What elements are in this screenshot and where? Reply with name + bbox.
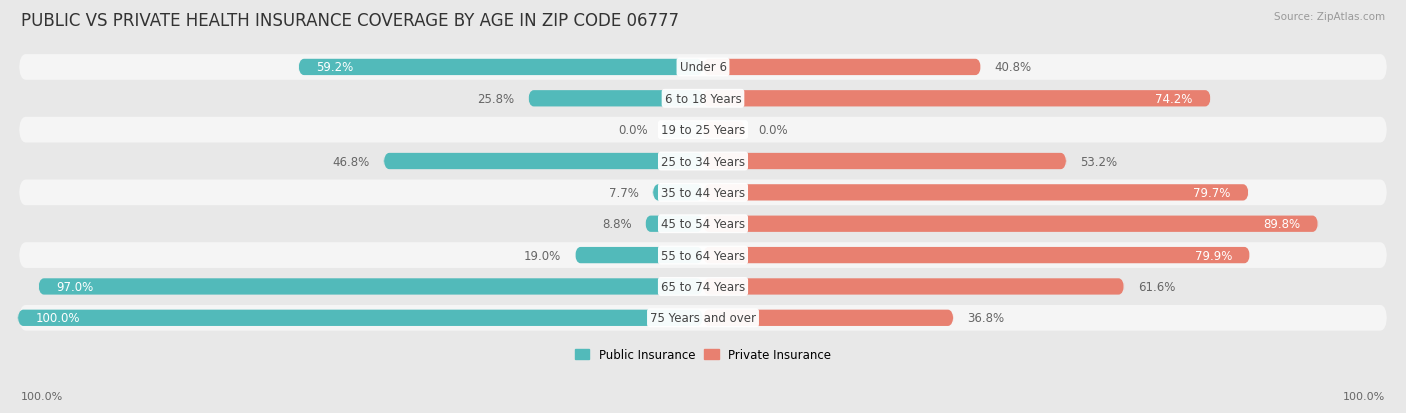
Text: 79.9%: 79.9% [1195, 249, 1232, 262]
FancyBboxPatch shape [20, 118, 1386, 143]
Text: 7.7%: 7.7% [609, 186, 638, 199]
FancyBboxPatch shape [662, 122, 703, 138]
FancyBboxPatch shape [20, 211, 1386, 237]
Text: 45 to 54 Years: 45 to 54 Years [661, 218, 745, 231]
Text: 36.8%: 36.8% [967, 311, 1004, 325]
Text: 74.2%: 74.2% [1156, 93, 1192, 106]
FancyBboxPatch shape [703, 185, 1249, 201]
Text: 55 to 64 Years: 55 to 64 Years [661, 249, 745, 262]
FancyBboxPatch shape [703, 91, 1211, 107]
Text: 53.2%: 53.2% [1080, 155, 1118, 168]
FancyBboxPatch shape [575, 247, 703, 263]
Text: 79.7%: 79.7% [1194, 186, 1230, 199]
Text: 97.0%: 97.0% [56, 280, 94, 293]
Text: 100.0%: 100.0% [35, 311, 80, 325]
FancyBboxPatch shape [18, 310, 703, 326]
FancyBboxPatch shape [20, 86, 1386, 112]
Text: 25 to 34 Years: 25 to 34 Years [661, 155, 745, 168]
Text: 19.0%: 19.0% [524, 249, 561, 262]
FancyBboxPatch shape [703, 154, 1066, 170]
FancyBboxPatch shape [703, 247, 1250, 263]
Text: 35 to 44 Years: 35 to 44 Years [661, 186, 745, 199]
Text: 75 Years and over: 75 Years and over [650, 311, 756, 325]
FancyBboxPatch shape [703, 216, 1317, 233]
Text: Source: ZipAtlas.com: Source: ZipAtlas.com [1274, 12, 1385, 22]
FancyBboxPatch shape [20, 274, 1386, 299]
Text: 6 to 18 Years: 6 to 18 Years [665, 93, 741, 106]
Legend: Public Insurance, Private Insurance: Public Insurance, Private Insurance [571, 344, 835, 364]
FancyBboxPatch shape [20, 305, 1386, 331]
FancyBboxPatch shape [703, 122, 744, 138]
FancyBboxPatch shape [20, 180, 1386, 206]
Text: 89.8%: 89.8% [1263, 218, 1301, 231]
Text: 100.0%: 100.0% [1343, 391, 1385, 401]
Text: 19 to 25 Years: 19 to 25 Years [661, 124, 745, 137]
Text: 25.8%: 25.8% [478, 93, 515, 106]
FancyBboxPatch shape [38, 279, 703, 295]
Text: 40.8%: 40.8% [994, 61, 1032, 74]
FancyBboxPatch shape [645, 216, 703, 233]
Text: 0.0%: 0.0% [758, 124, 787, 137]
Text: 100.0%: 100.0% [21, 391, 63, 401]
FancyBboxPatch shape [703, 279, 1123, 295]
Text: 61.6%: 61.6% [1137, 280, 1175, 293]
FancyBboxPatch shape [652, 185, 703, 201]
FancyBboxPatch shape [20, 149, 1386, 174]
FancyBboxPatch shape [384, 154, 703, 170]
FancyBboxPatch shape [20, 243, 1386, 268]
Text: 8.8%: 8.8% [602, 218, 631, 231]
Text: 46.8%: 46.8% [333, 155, 370, 168]
FancyBboxPatch shape [20, 55, 1386, 81]
Text: 0.0%: 0.0% [619, 124, 648, 137]
Text: PUBLIC VS PRIVATE HEALTH INSURANCE COVERAGE BY AGE IN ZIP CODE 06777: PUBLIC VS PRIVATE HEALTH INSURANCE COVER… [21, 12, 679, 30]
FancyBboxPatch shape [703, 310, 953, 326]
Text: Under 6: Under 6 [679, 61, 727, 74]
FancyBboxPatch shape [703, 59, 981, 76]
Text: 65 to 74 Years: 65 to 74 Years [661, 280, 745, 293]
FancyBboxPatch shape [529, 91, 703, 107]
FancyBboxPatch shape [298, 59, 703, 76]
Text: 59.2%: 59.2% [316, 61, 353, 74]
